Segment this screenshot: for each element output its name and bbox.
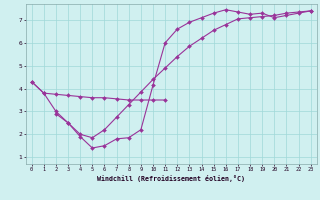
X-axis label: Windchill (Refroidissement éolien,°C): Windchill (Refroidissement éolien,°C) [97, 175, 245, 182]
